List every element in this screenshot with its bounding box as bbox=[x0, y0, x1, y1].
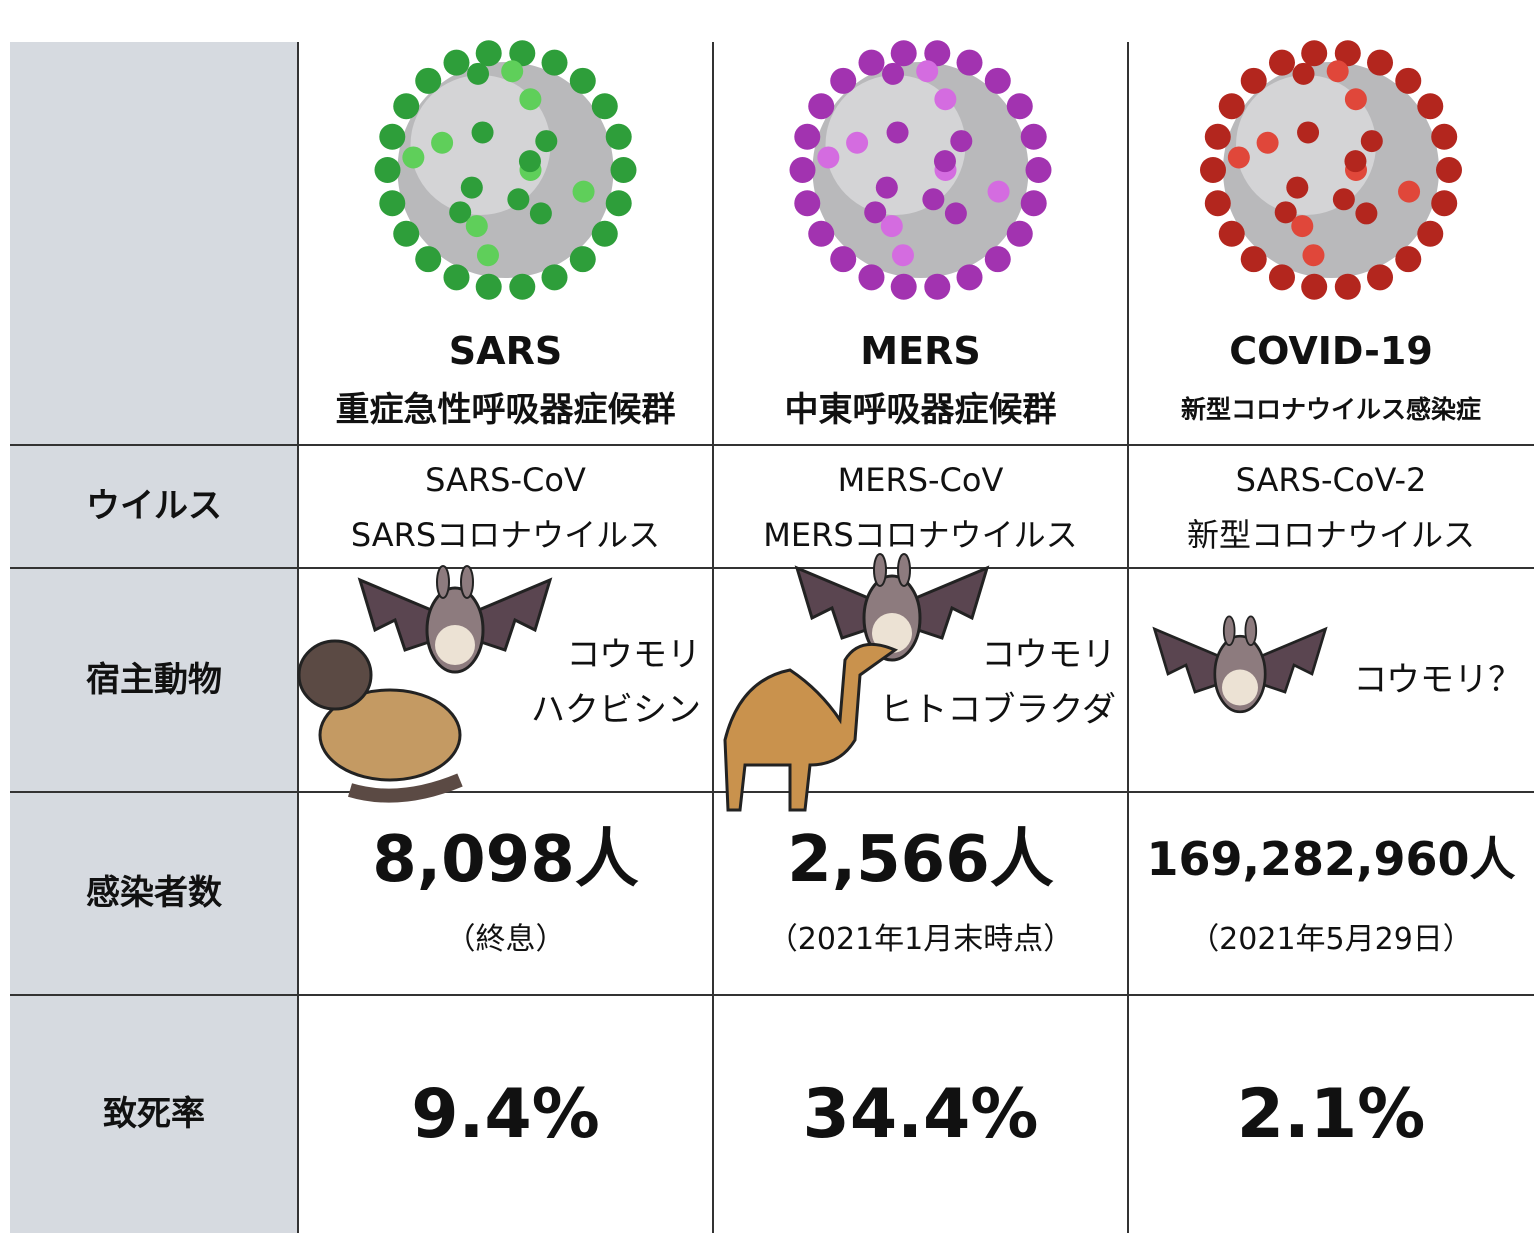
note: （2021年1月末時点） bbox=[713, 922, 1128, 958]
column-name: MERS bbox=[713, 329, 1128, 375]
host-name: コウモリ bbox=[298, 635, 701, 676]
column-subtitle: 中東呼吸器症候群 bbox=[713, 390, 1128, 431]
infection-count: 8,098人 bbox=[298, 822, 713, 899]
column-subtitle: 新型コロナウイルス感染症 bbox=[1128, 395, 1534, 425]
row-label: 感染者数 bbox=[10, 873, 298, 914]
fatality-rate: 34.4% bbox=[713, 1074, 1128, 1156]
column-subtitle: 重症急性呼吸器症候群 bbox=[298, 390, 713, 431]
column-name: SARS bbox=[298, 329, 713, 375]
note: （2021年5月29日） bbox=[1128, 922, 1534, 958]
label-column-bg bbox=[10, 42, 298, 1233]
page: (() => { const data = JSON.parse(documen… bbox=[0, 0, 1534, 1233]
row-label: 宿主動物 bbox=[10, 660, 298, 701]
host-name: コウモリ？ bbox=[1128, 660, 1522, 701]
virus-name: MERS-CoV bbox=[713, 461, 1128, 499]
virus-name: MERSコロナウイルス bbox=[713, 516, 1128, 554]
virus-image bbox=[790, 40, 1052, 300]
fatality-rate: 2.1% bbox=[1128, 1074, 1534, 1156]
virus-name: SARS-CoV bbox=[298, 461, 713, 499]
row-label: 致死率 bbox=[10, 1094, 298, 1135]
host-name: ハクビシン bbox=[298, 690, 701, 731]
column-name: COVID-19 bbox=[1128, 329, 1534, 375]
row-label: ウイルス bbox=[10, 486, 298, 527]
virus-name: 新型コロナウイルス bbox=[1128, 516, 1534, 554]
virus-image bbox=[375, 40, 637, 300]
note: （終息） bbox=[298, 922, 713, 958]
fatality-rate: 9.4% bbox=[298, 1074, 713, 1156]
host-name: ヒトコブラクダ bbox=[713, 690, 1116, 731]
infection-count: 169,282,960人 bbox=[1128, 832, 1534, 887]
virus-image bbox=[1200, 40, 1462, 300]
virus-name: SARSコロナウイルス bbox=[298, 516, 713, 554]
infection-count: 2,566人 bbox=[713, 822, 1128, 899]
virus-name: SARS-CoV-2 bbox=[1128, 461, 1534, 499]
table-graphics bbox=[0, 0, 1534, 1233]
host-name: コウモリ bbox=[713, 635, 1116, 676]
